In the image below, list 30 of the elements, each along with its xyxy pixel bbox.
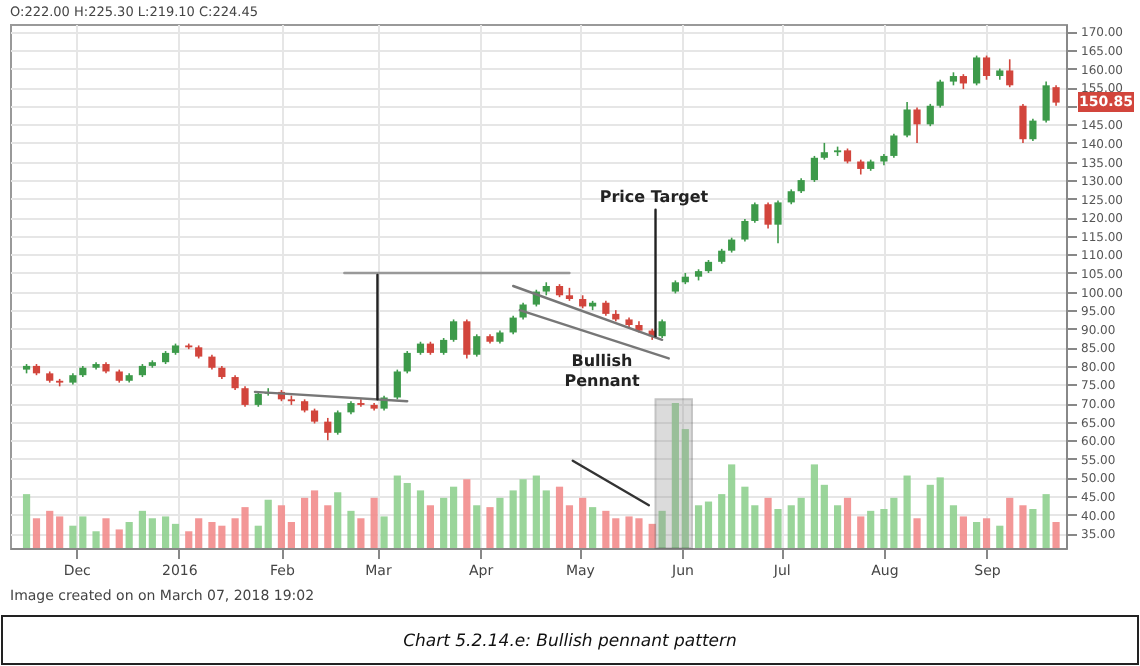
candlestick [1006, 58, 1014, 88]
candlestick [1052, 84, 1060, 107]
candlestick [926, 103, 934, 127]
candlestick [890, 132, 898, 159]
candlestick [774, 199, 782, 245]
candlestick [1029, 117, 1037, 142]
candlestick [403, 350, 411, 375]
candlestick [810, 155, 819, 183]
candlestick [658, 318, 666, 339]
candlestick [449, 318, 458, 343]
caption: Chart 5.2.14.e: Bullish pennant pattern [403, 632, 737, 652]
candlestick [241, 385, 249, 408]
candlestick [741, 218, 749, 243]
candlestick [393, 368, 401, 401]
candlestick [509, 314, 517, 336]
candlestick [973, 54, 981, 87]
candlestick [1042, 80, 1050, 124]
candlestick [913, 106, 921, 144]
candlestick [334, 409, 342, 436]
candlestick [751, 201, 759, 224]
candlestick [982, 54, 991, 81]
annotation: Price Target [599, 188, 709, 206]
candlestick [473, 333, 481, 358]
candlestick [1019, 103, 1027, 144]
candlestick [324, 417, 332, 442]
annotation: Bullish Pennant [564, 352, 640, 390]
candlestick [764, 201, 772, 230]
candlestick [463, 318, 471, 360]
candlestick [936, 78, 944, 109]
candlestick [903, 101, 911, 139]
